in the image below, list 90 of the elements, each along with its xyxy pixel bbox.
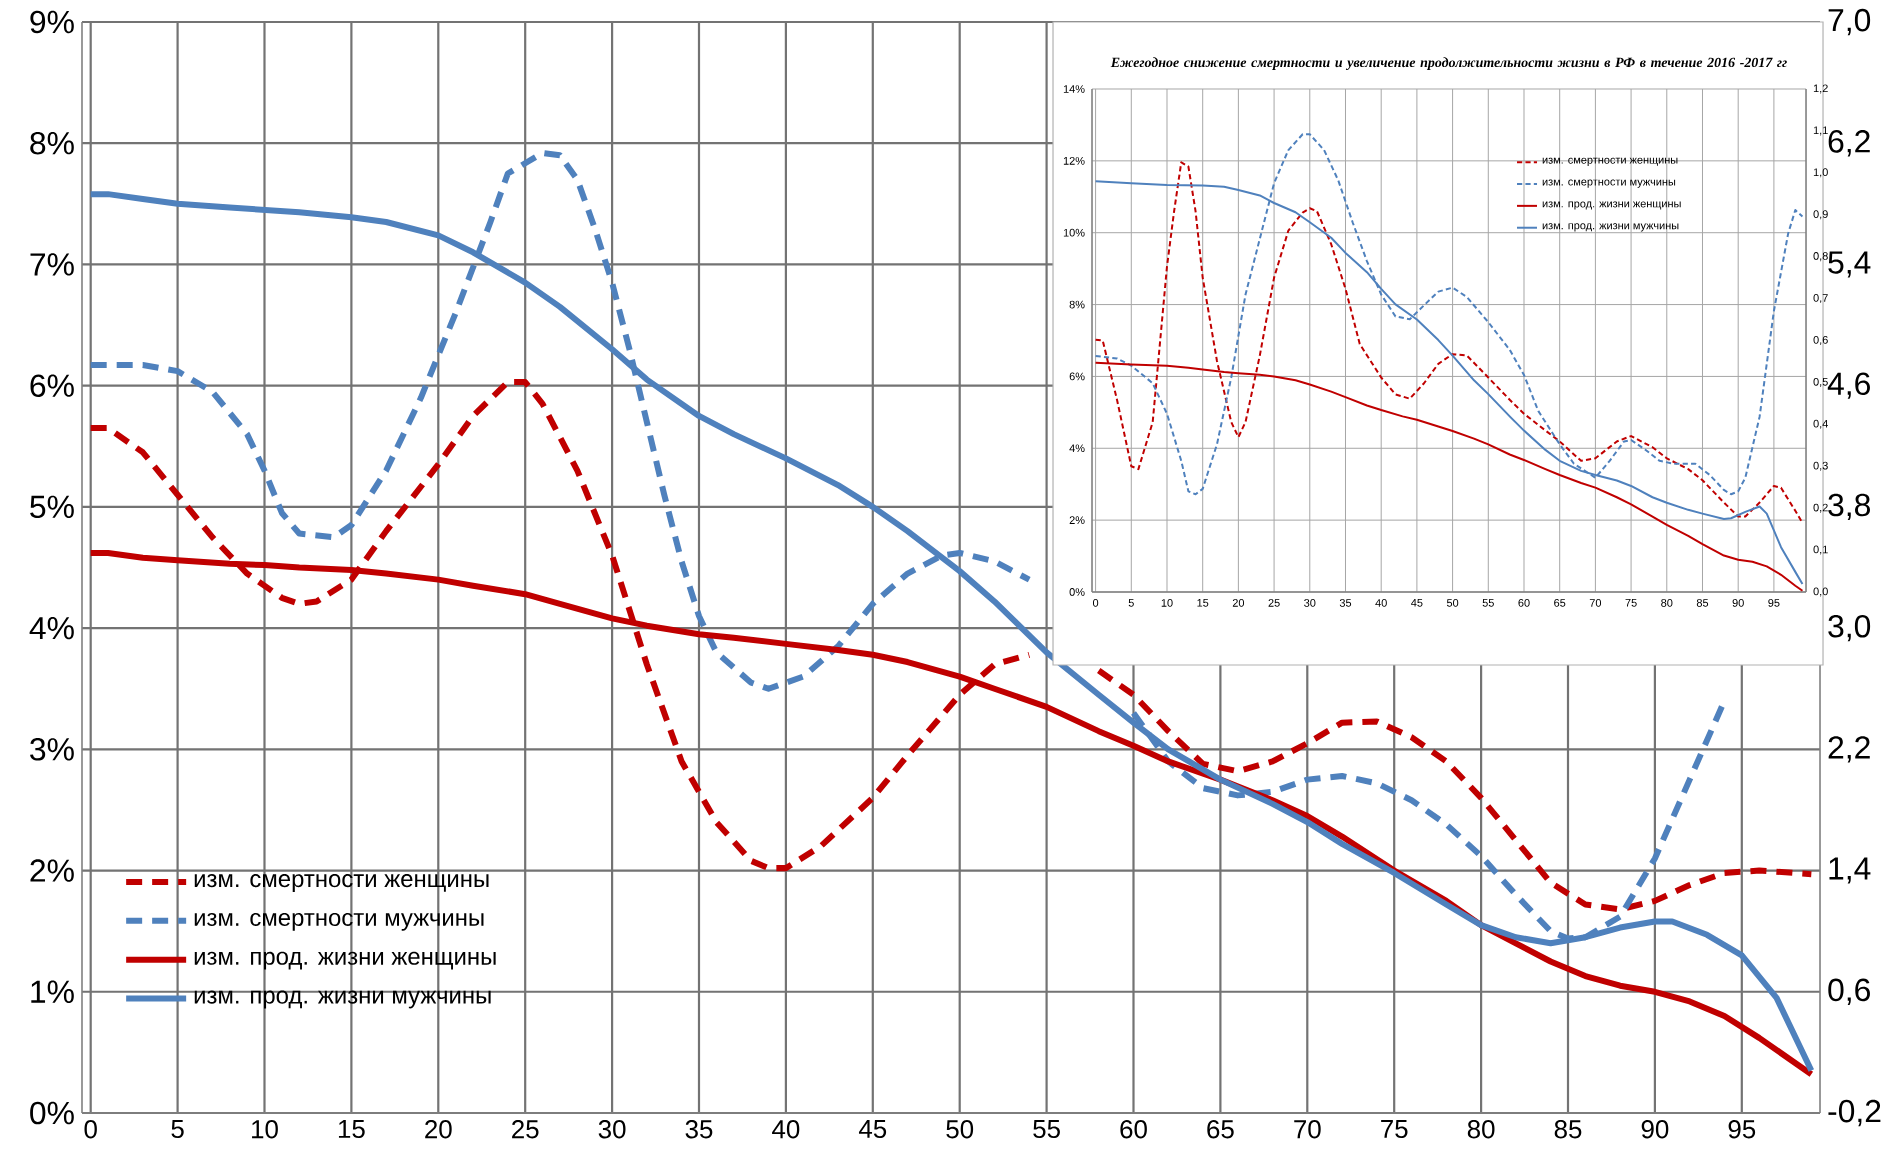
x-tick-label: 10 [1161, 599, 1173, 607]
y-tick-label: 14% [1063, 85, 1085, 93]
y2-tick-label: 7,0 [1828, 8, 1871, 36]
y-tick-label: 3% [30, 738, 74, 761]
x-tick-label: 30 [598, 1120, 626, 1139]
y2-tick-label: 5,4 [1828, 251, 1871, 278]
x-tick-label: 60 [1120, 1120, 1147, 1139]
y2-tick-label: 0,7 [1813, 294, 1828, 304]
y-tick-label: 8% [1069, 300, 1085, 309]
y2-tick-label: -0,2 [1828, 1099, 1881, 1127]
legend-label: изм. прод. жизни мужчины [194, 990, 491, 1009]
x-tick-label: 20 [425, 1120, 452, 1139]
x-tick-label: 65 [1554, 599, 1566, 607]
x-tick-label: 40 [1375, 599, 1387, 607]
x-tick-label: 35 [685, 1120, 713, 1139]
y2-tick-label: 0,2 [1813, 503, 1828, 513]
x-tick-label: 80 [1467, 1120, 1495, 1139]
y2-tick-label: 6,2 [1828, 130, 1870, 157]
y-tick-label: 6% [1069, 372, 1085, 381]
x-tick-label: 55 [1482, 599, 1494, 607]
y-tick-label: 4% [1069, 444, 1085, 453]
chart-title: Ежегодное снижение смертности и увеличение продолжительности жизни в РФ в течение 2016 -2017 гг [1110, 57, 1787, 70]
y-tick-label: 12% [1063, 156, 1085, 165]
x-tick-label: 85 [1696, 599, 1709, 607]
y-tick-label: 2% [30, 859, 74, 882]
y-tick-label: 2% [1069, 516, 1085, 524]
y2-tick-label: 1,1 [1813, 126, 1828, 136]
x-tick-label: 30 [1304, 599, 1316, 607]
x-tick-label: 25 [512, 1120, 539, 1139]
x-tick-label: 80 [1661, 599, 1673, 607]
x-tick-label: 70 [1589, 599, 1602, 607]
y2-tick-label: 0,8 [1813, 252, 1828, 262]
x-tick-label: 60 [1518, 599, 1530, 607]
x-tick-label: 95 [1768, 599, 1780, 607]
y2-tick-label: 1,2 [1813, 84, 1828, 94]
y2-tick-label: 0,5 [1813, 377, 1828, 387]
x-tick-label: 40 [772, 1120, 800, 1139]
legend-label: изм. прод. жизни женщины [1542, 201, 1681, 210]
x-tick-label: 45 [858, 1120, 887, 1139]
y-tick-label: 7% [30, 253, 74, 276]
y-tick-label: 9% [30, 10, 74, 34]
x-tick-label: 0 [84, 1120, 97, 1139]
y2-tick-label: 0,4 [1813, 419, 1828, 429]
y2-tick-label: 0,6 [1828, 978, 1870, 1005]
x-tick-label: 75 [1625, 599, 1637, 607]
y2-tick-label: 3,8 [1828, 493, 1870, 521]
y2-tick-label: 4,6 [1827, 372, 1870, 399]
x-tick-label: 75 [1381, 1120, 1408, 1139]
x-tick-label: 50 [946, 1120, 974, 1139]
y2-tick-label: 0,6 [1813, 335, 1828, 346]
y-tick-label: 10% [1063, 228, 1085, 237]
legend-label: изм. смертности женщины [194, 874, 489, 892]
y2-tick-label: 1,0 [1813, 168, 1828, 178]
x-tick-label: 15 [1197, 599, 1209, 607]
x-tick-label: 50 [1446, 599, 1459, 607]
x-tick-label: 10 [252, 1120, 278, 1139]
y-tick-label: 8% [30, 131, 74, 155]
y2-tick-label: 0,1 [1813, 545, 1828, 555]
x-tick-label: 0 [1092, 599, 1099, 607]
legend-label: изм. прод. жизни женщины [194, 951, 496, 970]
legend-label: изм. смертности мужчины [1542, 179, 1676, 188]
legend-label: изм. прод. жизни мужчины [1542, 223, 1679, 232]
x-tick-label: 15 [338, 1120, 365, 1139]
y-tick-label: 5% [30, 495, 74, 519]
x-tick-label: 55 [1033, 1120, 1060, 1139]
y-tick-label: 0% [1069, 588, 1085, 596]
x-tick-label: 5 [1128, 599, 1134, 607]
legend-label: изм. смертности мужчины [194, 912, 484, 931]
x-tick-label: 65 [1207, 1120, 1234, 1139]
y2-tick-label: 0,9 [1813, 210, 1828, 220]
legend-label: изм. смертности женщины [1542, 157, 1678, 166]
y2-tick-label: 0,0 [1813, 587, 1828, 597]
y-tick-label: 0% [30, 1101, 74, 1125]
x-tick-label: 25 [1268, 599, 1280, 607]
x-tick-label: 90 [1641, 1120, 1669, 1139]
y2-tick-label: 3,0 [1828, 614, 1871, 642]
x-tick-label: 45 [1411, 599, 1423, 607]
y-tick-label: 4% [29, 616, 74, 640]
x-tick-label: 5 [171, 1120, 184, 1139]
y-tick-label: 1% [31, 980, 74, 1003]
x-tick-label: 35 [1339, 599, 1352, 607]
x-tick-label: 95 [1728, 1120, 1756, 1139]
y2-tick-label: 0,3 [1813, 461, 1828, 471]
y2-tick-label: 1,4 [1829, 857, 1871, 884]
x-tick-label: 20 [1232, 599, 1245, 607]
y2-tick-label: 2,2 [1828, 736, 1870, 763]
y-tick-label: 6% [30, 374, 74, 397]
x-tick-label: 85 [1554, 1120, 1582, 1139]
x-tick-label: 90 [1732, 599, 1744, 607]
x-tick-label: 70 [1294, 1120, 1321, 1139]
